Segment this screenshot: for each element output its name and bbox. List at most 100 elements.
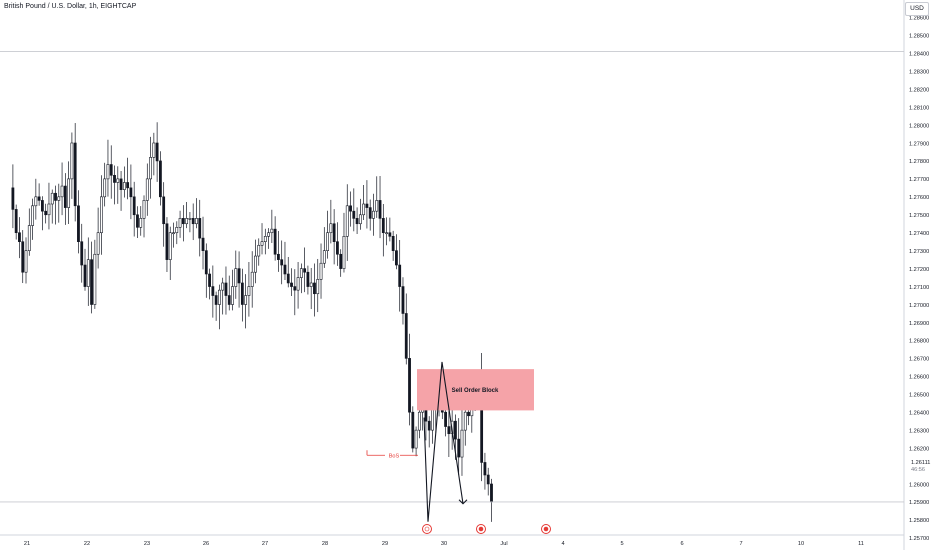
- candle-body: [290, 282, 293, 287]
- candle-body: [375, 200, 379, 212]
- y-tick-label: 1.25900: [909, 500, 929, 506]
- candle-body: [483, 462, 487, 476]
- y-tick-label: 1.27200: [909, 267, 929, 273]
- candle-body: [63, 185, 67, 208]
- candle-body: [70, 142, 74, 180]
- candle-body: [329, 223, 333, 234]
- candle-body: [162, 196, 166, 225]
- projection-path: [423, 361, 464, 522]
- candle-body: [391, 236, 395, 251]
- candle-body: [263, 236, 267, 242]
- y-tick-label: 1.27300: [909, 249, 929, 255]
- candle-body: [283, 264, 287, 275]
- candle-body: [149, 157, 152, 180]
- y-tick-label: 1.28500: [909, 34, 929, 40]
- candle-body: [237, 268, 241, 284]
- candle-body: [208, 273, 211, 287]
- current-price-label: 1.26111: [911, 460, 930, 466]
- candle-body: [286, 273, 290, 284]
- candle-body: [83, 264, 87, 287]
- candle-body: [326, 232, 329, 251]
- candle-body: [54, 192, 57, 201]
- x-tick-label: 22: [84, 541, 90, 547]
- x-tick-label: 26: [203, 541, 209, 547]
- candle-body: [339, 253, 343, 269]
- candle-body: [119, 178, 123, 190]
- candle-body: [224, 282, 228, 296]
- candle-body: [201, 237, 205, 251]
- candle-body: [231, 286, 234, 305]
- candle-body: [122, 182, 126, 190]
- candle-body: [385, 232, 388, 235]
- candle-body: [178, 218, 182, 228]
- x-tick-label: 11: [858, 541, 864, 547]
- candle-body: [106, 164, 110, 180]
- candle-body: [198, 218, 202, 239]
- y-tick-label: 1.27000: [909, 303, 929, 309]
- candle-body: [188, 218, 192, 220]
- candle-body: [40, 200, 44, 212]
- candle-body: [467, 411, 470, 417]
- candle-body: [175, 227, 179, 234]
- candle-body: [250, 271, 254, 287]
- x-tick-label: 27: [262, 541, 268, 547]
- candle-body: [14, 209, 18, 234]
- candle-body: [427, 420, 431, 431]
- candle-body: [57, 196, 61, 201]
- candle-body: [457, 438, 461, 458]
- y-tick-label: 1.26700: [909, 357, 929, 363]
- candle-body: [358, 214, 362, 225]
- y-tick-label: 1.27500: [909, 213, 929, 219]
- candle-body: [490, 483, 493, 503]
- sell-order-block[interactable]: [417, 369, 534, 411]
- currency-button[interactable]: USD: [905, 2, 929, 16]
- candle-body: [381, 218, 385, 234]
- candle-body: [332, 223, 336, 242]
- candle-body: [77, 205, 80, 242]
- candle-body: [44, 210, 48, 216]
- candle-body: [204, 250, 208, 275]
- y-tick-label: 1.26000: [909, 482, 929, 488]
- candle-body: [93, 253, 97, 305]
- y-tick-label: 1.28600: [909, 16, 929, 22]
- y-tick-label: 1.26400: [909, 410, 929, 416]
- candle-body: [24, 250, 28, 273]
- projection-arrowhead: [458, 499, 468, 505]
- candle-body: [349, 205, 352, 212]
- candle-body: [37, 196, 41, 201]
- y-tick-label: 1.25800: [909, 518, 929, 524]
- candle-body: [309, 282, 313, 287]
- y-tick-label: 1.27800: [909, 159, 929, 165]
- x-tick-label: 6: [680, 541, 683, 547]
- y-tick-label: 1.28200: [909, 87, 929, 93]
- candle-body: [211, 286, 215, 296]
- candle-body: [129, 187, 133, 198]
- candle-body: [80, 241, 84, 266]
- candle-body: [411, 411, 415, 449]
- y-tick-label: 1.26500: [909, 393, 929, 399]
- candle-body: [322, 250, 326, 264]
- candle-body: [345, 205, 349, 237]
- candle-body: [296, 277, 300, 291]
- candle-body: [168, 232, 172, 260]
- economic-event-dot: [478, 526, 484, 532]
- candle-body: [116, 178, 120, 183]
- candle-body: [47, 203, 51, 216]
- candle-body: [191, 218, 195, 225]
- candle-body: [414, 429, 418, 449]
- candle-body: [60, 185, 64, 198]
- candle-body: [404, 313, 408, 359]
- economic-event-dot: [543, 526, 549, 532]
- candle-body: [221, 282, 225, 291]
- candle-body: [90, 259, 93, 305]
- chart-title: British Pound / U.S. Dollar, 1h, EIGHTCA…: [4, 3, 137, 10]
- candle-body: [486, 474, 490, 485]
- candle-body: [401, 286, 405, 314]
- candle-body: [257, 244, 261, 257]
- candle-body: [355, 218, 359, 225]
- candle-body: [165, 223, 169, 260]
- candle-body: [109, 164, 113, 176]
- candle-body: [159, 160, 162, 198]
- y-tick-label: 1.26600: [909, 375, 929, 381]
